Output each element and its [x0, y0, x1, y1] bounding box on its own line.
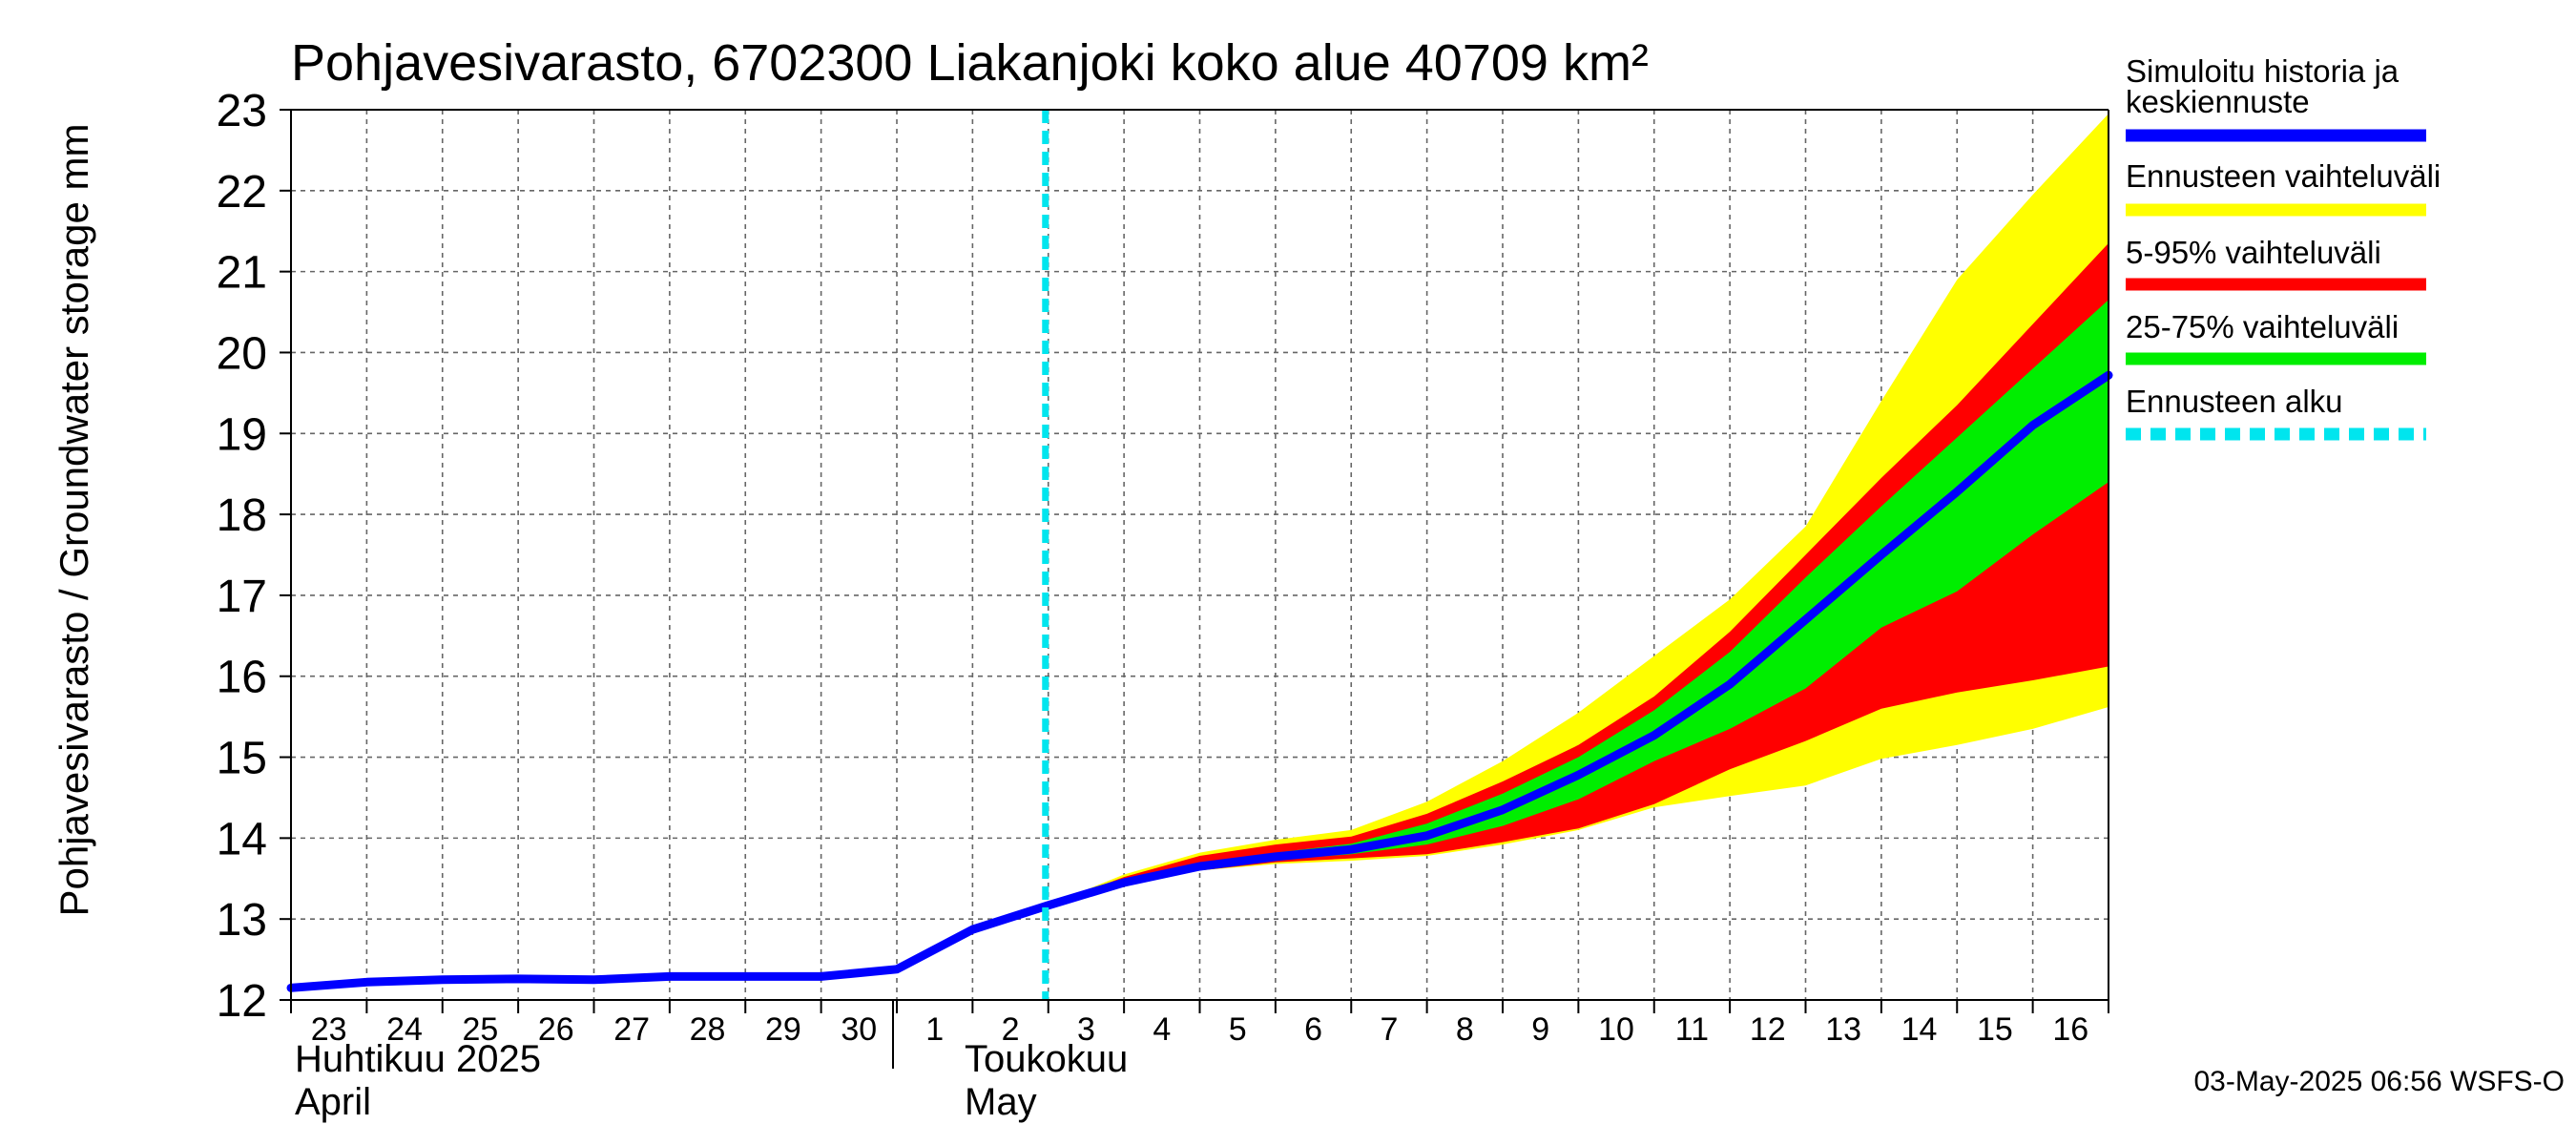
timestamp-footer: 03-May-2025 06:56 WSFS-O	[2194, 1066, 2566, 1097]
x-tick-label: 5	[1229, 1011, 1247, 1048]
legend-label: Ennusteen alku	[2126, 384, 2343, 419]
month-label-english: May	[965, 1081, 1037, 1123]
legend-label: Ennusteen vaihteluväli	[2126, 158, 2441, 194]
grid	[291, 110, 2109, 1000]
y-tick-label: 21	[217, 248, 267, 299]
x-tick-label: 12	[1750, 1011, 1786, 1048]
series-line-median	[286, 370, 2113, 992]
x-tick-label: 2	[1002, 1011, 1020, 1048]
series-lines	[286, 370, 2113, 992]
legend-label: 5-95% vaihteluväli	[2126, 235, 2381, 270]
x-tick-label: 3	[1077, 1011, 1095, 1048]
y-tick-label: 14	[217, 814, 267, 864]
y-tick-label: 15	[217, 734, 267, 784]
y-tick-label: 17	[217, 572, 267, 622]
month-label: Huhtikuu 2025	[295, 1038, 541, 1080]
x-tick-label: 10	[1598, 1011, 1634, 1048]
chart-title: Pohjavesivarasto, 6702300 Liakanjoki kok…	[291, 34, 1649, 92]
y-tick-label: 22	[217, 167, 267, 218]
y-tick-label: 19	[217, 409, 267, 460]
y-tick-label: 13	[217, 895, 267, 946]
x-tick-label: 23	[311, 1011, 347, 1048]
legend-label: keskiennuste	[2126, 84, 2310, 119]
x-tick-label: 15	[1977, 1011, 2013, 1048]
x-tick-label: 29	[765, 1011, 801, 1048]
x-tick-label: 14	[1901, 1011, 1938, 1048]
y-tick-label: 23	[217, 86, 267, 136]
legend-label: Simuloitu historia ja	[2126, 53, 2399, 89]
y-tick-label: 20	[217, 328, 267, 379]
y-tick-label: 16	[217, 653, 267, 703]
x-tick-label: 4	[1153, 1011, 1171, 1048]
y-tick-label: 12	[217, 976, 267, 1027]
month-label: Toukokuu	[965, 1038, 1128, 1080]
x-tick-label: 11	[1675, 1011, 1709, 1048]
x-tick-label: 26	[538, 1011, 574, 1048]
y-axis-label: Pohjavesivarasto / Groundwater storage m…	[52, 123, 96, 916]
x-tick-label: 8	[1456, 1011, 1474, 1048]
x-tick-label: 16	[2052, 1011, 2088, 1048]
x-tick-label: 6	[1304, 1011, 1322, 1048]
band-25-75-vaihteluv-li	[1048, 300, 2109, 906]
x-tick-label: 9	[1531, 1011, 1549, 1048]
x-tick-label: 28	[690, 1011, 726, 1048]
y-tick-label: 18	[217, 490, 267, 541]
x-tick-label: 13	[1825, 1011, 1861, 1048]
x-tick-label: 30	[841, 1011, 877, 1048]
x-tick-label: 7	[1380, 1011, 1398, 1048]
x-tick-label: 27	[613, 1011, 650, 1048]
x-tick-label: 25	[463, 1011, 499, 1048]
y-axis-ticks: 12 13 14 15 16 17 18 19 20 21 22 23	[217, 86, 291, 1027]
x-tick-label: 1	[925, 1011, 944, 1048]
month-label-english: April	[295, 1081, 371, 1123]
x-axis-ticks: 23 24 25 26 27 28 29 30 1 2 3 4 5 6 7 8 9 10 11 12 13 14 15 16	[290, 1000, 2109, 1048]
legend-label: 25-75% vaihteluväli	[2126, 309, 2399, 344]
x-tick-label: 24	[386, 1011, 423, 1048]
